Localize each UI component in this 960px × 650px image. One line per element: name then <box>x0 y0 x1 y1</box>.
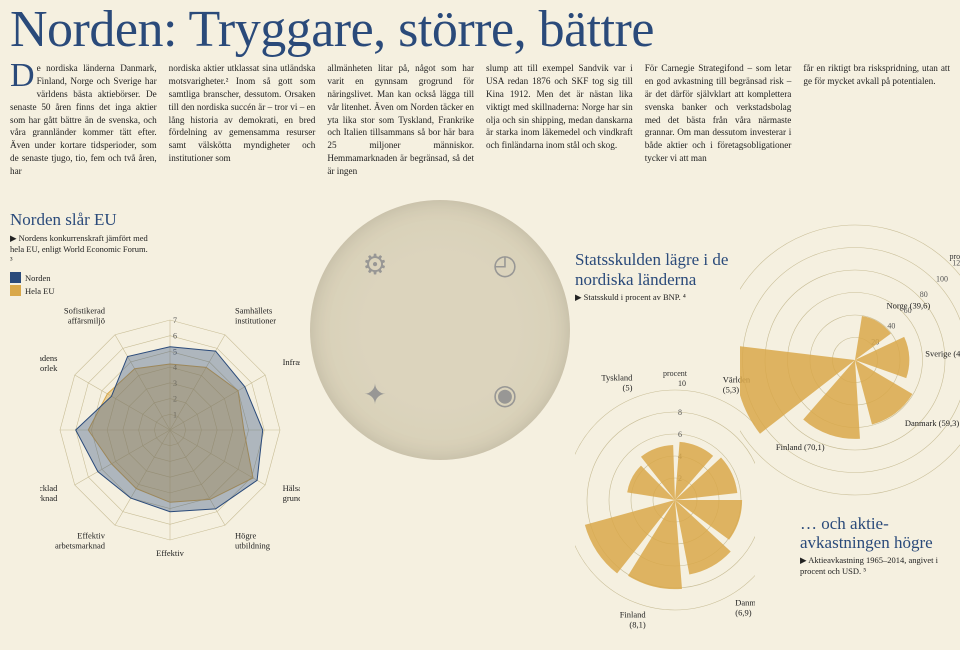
svg-text:Danmark: Danmark <box>735 597 755 607</box>
col-3: allmänheten litar på, något som har vari… <box>327 62 474 178</box>
svg-text:Finland (70,1): Finland (70,1) <box>776 442 825 452</box>
svg-text:Teknisk: Teknisk <box>40 418 41 428</box>
col-2: nordiska aktier utklassat sina utländska… <box>169 62 316 178</box>
svg-text:(8,1): (8,1) <box>629 619 645 629</box>
col-6: får en riktigt bra riskspridning, utan a… <box>803 62 950 178</box>
svg-text:procent: procent <box>950 252 960 261</box>
svg-text:(5,3): (5,3) <box>723 385 739 395</box>
radar-subtitle: ▶ Nordens konkurrenskraft jämfört med he… <box>10 233 150 266</box>
svg-text:Hälsa och: Hälsa och <box>283 483 300 493</box>
svg-text:Marknadens: Marknadens <box>40 353 57 363</box>
debt-chart-block: Statsskulden lägre i de nordiska ländern… <box>575 250 760 309</box>
returns-subtitle: ▶ Aktieavkastning 1965–2014, angivet i p… <box>800 555 950 577</box>
svg-text:arbetsmarknad: arbetsmarknad <box>55 541 106 551</box>
legend-swatch-norden <box>10 272 21 283</box>
debt-chart: 10procent2468Japan(4,4)Tyskland(5)Världe… <box>575 370 755 630</box>
svg-text:Sverige (48,3): Sverige (48,3) <box>925 348 960 358</box>
legend-swatch-eu <box>10 285 21 296</box>
svg-text:Samhällets: Samhällets <box>235 305 272 315</box>
svg-text:(5): (5) <box>623 383 633 393</box>
svg-text:Effektiv: Effektiv <box>77 531 105 541</box>
svg-text:10: 10 <box>678 379 686 388</box>
svg-text:Innovation: Innovation <box>152 300 190 302</box>
collage-icon: ◴ <box>440 200 570 330</box>
collage-icon: ⚙ <box>310 200 440 330</box>
col-1: De nordiska länderna Danmark, Finland, N… <box>10 62 157 178</box>
returns-title-block: … och aktie-avkastningen högre ▶ Aktieav… <box>800 515 950 583</box>
svg-text:Sofistikerad: Sofistikerad <box>64 305 106 315</box>
svg-text:affärsmiljö: affärsmiljö <box>68 315 105 325</box>
svg-text:grundskola: grundskola <box>283 493 300 503</box>
legend-norden: Norden <box>10 272 310 283</box>
svg-text:Tyskland: Tyskland <box>601 373 633 383</box>
svg-text:Infrastruktur: Infrastruktur <box>283 357 300 367</box>
radar-chart-block: Norden slår EU ▶ Nordens konkurrenskraft… <box>10 210 310 298</box>
svg-text:Högre: Högre <box>235 531 256 541</box>
svg-text:6: 6 <box>678 430 682 439</box>
body-text-columns: De nordiska länderna Danmark, Finland, N… <box>0 56 960 178</box>
svg-text:(6,9): (6,9) <box>735 607 751 617</box>
legend-label-eu: Hela EU <box>25 286 55 296</box>
svg-text:Effektiv: Effektiv <box>156 548 184 558</box>
charts-region: Norden slår EU ▶ Nordens konkurrenskraft… <box>0 210 960 650</box>
debt-title: Statsskulden lägre i de nordiska ländern… <box>575 250 760 289</box>
svg-text:varumarknad: varumarknad <box>148 558 194 560</box>
collage-icon: ◉ <box>440 330 570 460</box>
col-5: För Carnegie Strategifond – som letar en… <box>645 62 792 178</box>
svg-text:6: 6 <box>173 332 177 341</box>
svg-text:Finland: Finland <box>620 609 647 619</box>
svg-text:Norge (39,6): Norge (39,6) <box>886 300 930 310</box>
svg-text:procent: procent <box>663 370 688 378</box>
collage-icon: ✦ <box>310 330 440 460</box>
debt-subtitle: ▶ Statsskuld i procent av BNP. ⁴ <box>575 292 760 303</box>
svg-text:finansmarknad: finansmarknad <box>40 493 58 503</box>
svg-text:storlek: storlek <box>40 363 58 373</box>
svg-text:100: 100 <box>936 274 948 283</box>
legend-eu: Hela EU <box>10 285 310 296</box>
dropcap: D <box>10 62 37 90</box>
col-4: slump att till exempel Sandvik var i USA… <box>486 62 633 178</box>
svg-text:7: 7 <box>173 316 177 325</box>
radar-title: Norden slår EU <box>10 210 310 230</box>
svg-text:80: 80 <box>920 290 928 299</box>
legend-label-norden: Norden <box>25 273 51 283</box>
radar-chart: 1234567InnovationSamhälletsinstitutioner… <box>40 300 300 560</box>
page-headline: Norden: Tryggare, större, bättre <box>0 0 960 56</box>
svg-text:Utvecklad: Utvecklad <box>40 483 58 493</box>
center-photo-collage: ⚙ ◴ ✦ ◉ <box>310 200 570 460</box>
svg-text:utbildning: utbildning <box>235 541 271 551</box>
returns-title: … och aktie-avkastningen högre <box>800 515 950 552</box>
svg-text:Danmark (59,3): Danmark (59,3) <box>905 418 959 428</box>
svg-text:8: 8 <box>678 408 682 417</box>
svg-text:40: 40 <box>887 322 895 331</box>
returns-chart: 20406080100120procentNorge (39,6)Sverige… <box>740 180 960 520</box>
svg-text:institutioner: institutioner <box>235 315 276 325</box>
